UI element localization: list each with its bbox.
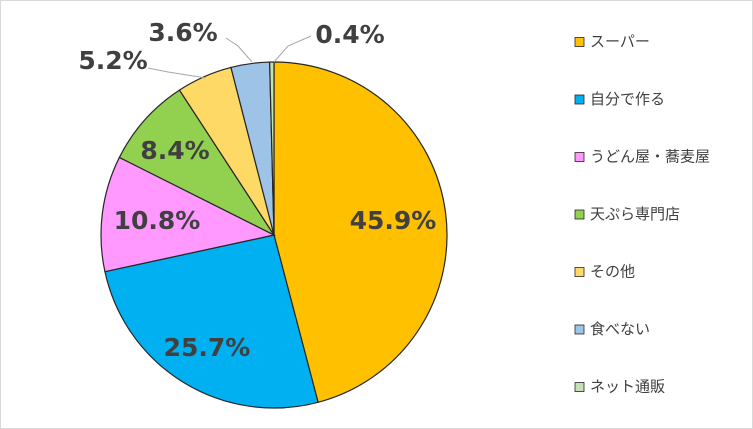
legend-label-4: 天ぷら専門店 [590,205,680,223]
data-label-4: 8.4% [140,136,209,165]
data-label-5: 5.2% [78,46,147,75]
data-label-2: 25.7% [164,333,251,362]
legend-swatch-4 [574,209,585,220]
legend-swatch-3 [574,152,585,162]
legend-swatch-1 [574,37,585,47]
pie-slice-3 [100,156,276,273]
pie-slice-1 [273,61,448,404]
pie-slice-2 [104,234,319,409]
leader-lines [147,35,312,79]
pie-slice-7 [269,61,275,236]
leader-line-7 [273,35,312,63]
legend-swatch-5 [574,267,585,277]
leader-line-5 [147,67,207,79]
pie-slices [100,61,448,409]
legend-label-7: ネット通販 [590,378,665,396]
pie-slice-4 [118,89,276,237]
data-labels: 45.9% 25.7% 10.8% 8.4% 5.2%3.6% 0.4% [78,18,436,362]
legend-swatch-7 [574,382,585,392]
leader-line-6 [225,37,253,63]
legend-label-5: その他 [590,263,635,281]
legend-label-6: 食べない [590,320,650,338]
legend-label-1: スーパー [590,33,650,51]
data-label-3: 10.8% [114,206,201,235]
legend-swatch-6 [574,324,585,335]
legend-label-2: 自分で作る [590,90,665,108]
data-label-1: 45.9% [350,206,437,235]
data-label-6: 3.6% [148,18,217,47]
legend-label-3: うどん屋・蕎麦屋 [590,148,710,166]
data-label-7: 0.4% [315,20,384,49]
legend-swatch-2 [574,94,585,105]
